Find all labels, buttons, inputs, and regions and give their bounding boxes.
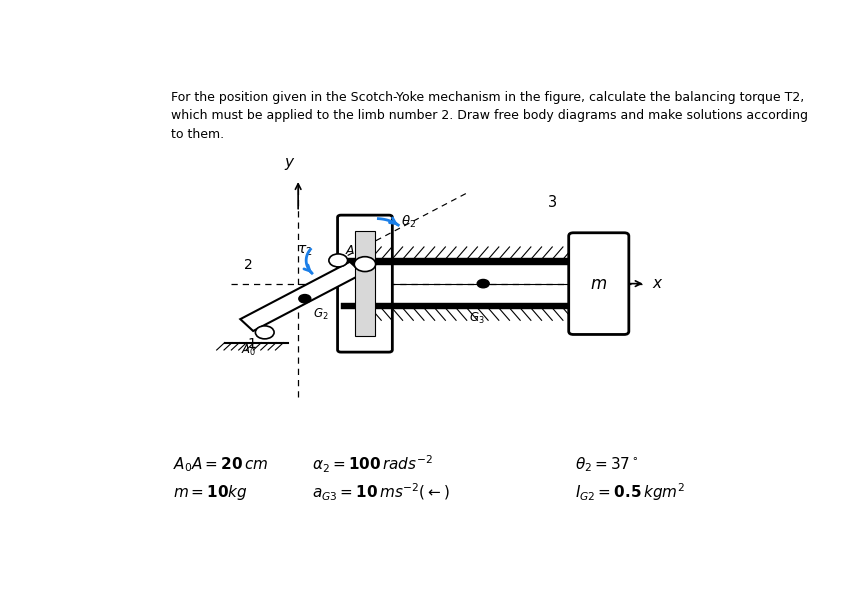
Text: $G_3$: $G_3$ <box>468 311 484 326</box>
Text: $y$: $y$ <box>284 156 295 172</box>
Text: $\theta_2$: $\theta_2$ <box>400 214 416 230</box>
Text: $A$: $A$ <box>344 244 355 257</box>
Circle shape <box>255 326 274 339</box>
Text: $\tau_2$: $\tau_2$ <box>296 244 312 258</box>
Text: $m$: $m$ <box>590 274 607 292</box>
FancyBboxPatch shape <box>568 233 629 335</box>
Text: $I_{G2} = \mathbf{0.5}\,kgm^2$: $I_{G2} = \mathbf{0.5}\,kgm^2$ <box>575 482 684 504</box>
Bar <box>355 232 375 336</box>
FancyBboxPatch shape <box>338 215 392 352</box>
Circle shape <box>329 254 347 267</box>
Text: $a_{G3} = \mathbf{10}\,ms^{-2}(\leftarrow)$: $a_{G3} = \mathbf{10}\,ms^{-2}(\leftarro… <box>311 482 449 503</box>
Bar <box>340 258 574 265</box>
Polygon shape <box>240 262 362 331</box>
Text: $G_2$: $G_2$ <box>313 307 328 322</box>
Circle shape <box>354 257 375 271</box>
Circle shape <box>299 294 311 303</box>
Text: $\alpha_2 = \mathbf{100}\,\mathit{rads}^{-2}$: $\alpha_2 = \mathbf{100}\,\mathit{rads}^… <box>311 454 432 475</box>
Bar <box>340 303 574 309</box>
Text: 3: 3 <box>547 195 556 210</box>
Text: $A_0$: $A_0$ <box>241 343 257 358</box>
Text: $x$: $x$ <box>652 276 663 291</box>
Text: 2: 2 <box>244 258 252 272</box>
Text: $m = \mathbf{10}\mathit{kg}$: $m = \mathbf{10}\mathit{kg}$ <box>173 483 248 502</box>
Text: $\theta_2 = 37^\circ$: $\theta_2 = 37^\circ$ <box>575 455 639 474</box>
Text: 1: 1 <box>246 337 256 351</box>
Circle shape <box>477 279 489 288</box>
Text: For the position given in the Scotch-Yoke mechanism in the figure, calculate the: For the position given in the Scotch-Yok… <box>171 91 808 141</box>
Text: $A_0A = \mathbf{20}\,cm$: $A_0A = \mathbf{20}\,cm$ <box>173 455 269 474</box>
